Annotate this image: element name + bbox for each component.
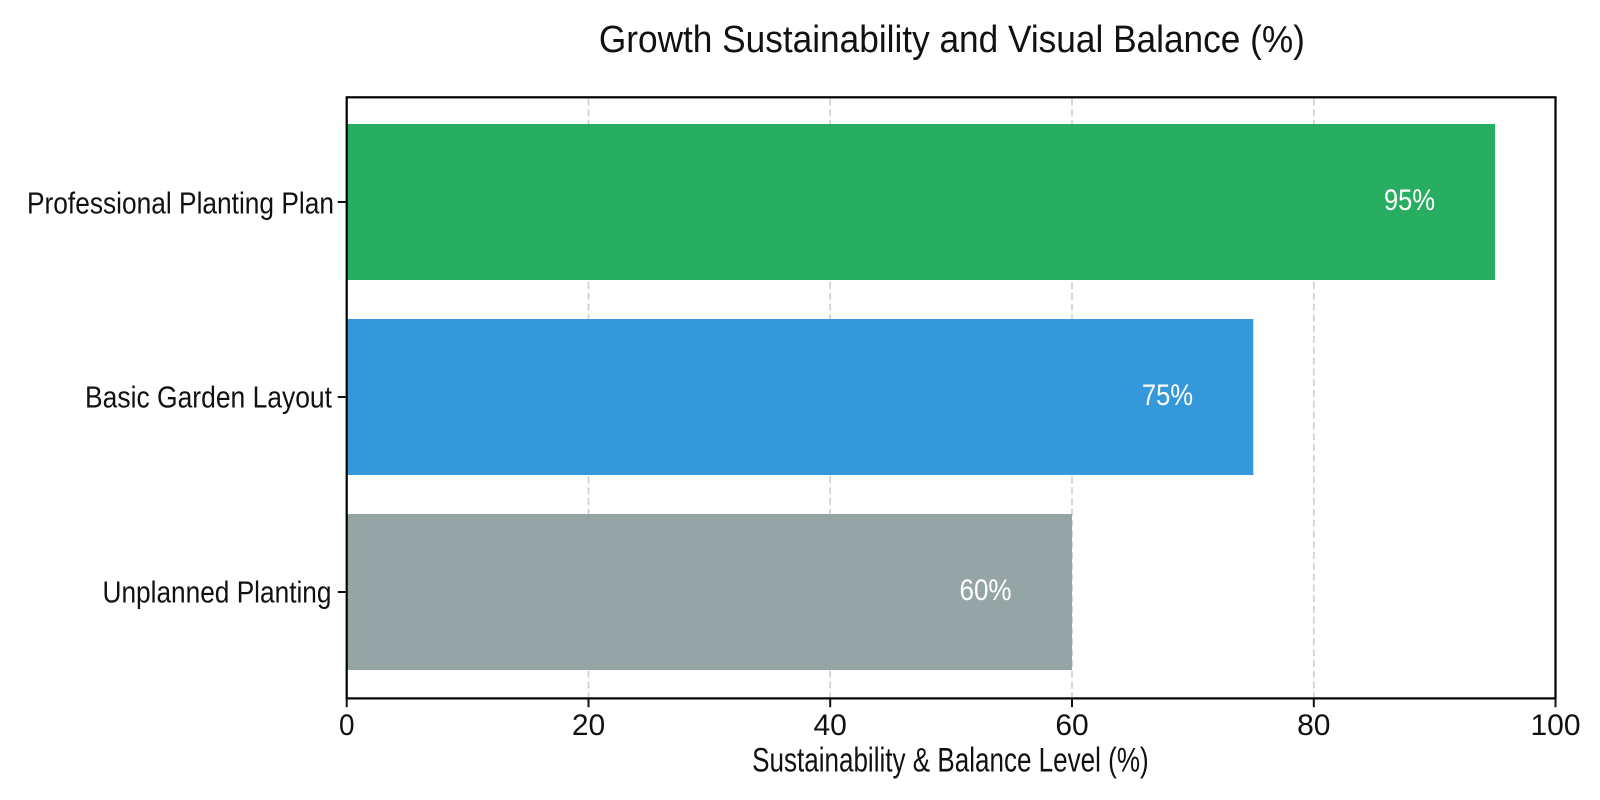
svg-text:40: 40 [814, 709, 847, 742]
svg-text:Professional Planting Plan: Professional Planting Plan [27, 186, 334, 221]
svg-text:75%: 75% [1142, 379, 1193, 412]
svg-text:Sustainability & Balance Level: Sustainability & Balance Level (%) [752, 741, 1149, 779]
svg-text:Growth Sustainability and Visu: Growth Sustainability and Visual Balance… [599, 19, 1305, 61]
svg-text:100: 100 [1530, 709, 1580, 742]
svg-text:60: 60 [1055, 709, 1088, 742]
svg-text:80: 80 [1297, 709, 1330, 742]
svg-text:0: 0 [339, 709, 355, 742]
svg-text:Basic Garden Layout: Basic Garden Layout [85, 380, 332, 415]
svg-text:95%: 95% [1384, 184, 1435, 217]
svg-text:Unplanned Planting: Unplanned Planting [103, 575, 332, 610]
svg-text:60%: 60% [960, 574, 1012, 607]
svg-text:20: 20 [572, 709, 605, 742]
